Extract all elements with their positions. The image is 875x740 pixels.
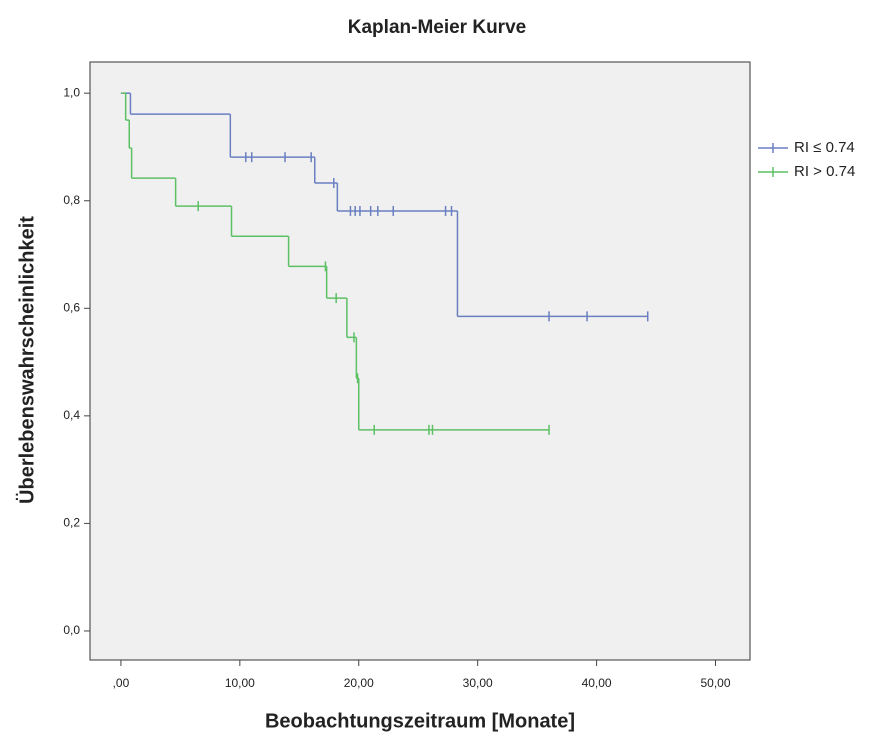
- y-tick-label: 0,8: [63, 193, 80, 207]
- y-tick-label: 0,0: [63, 623, 80, 637]
- x-tick-label: 30,00: [463, 676, 493, 690]
- x-tick-label: ,00: [113, 676, 130, 690]
- x-tick-label: 50,00: [700, 676, 730, 690]
- x-axis-label: Beobachtungszeitraum [Monate]: [265, 710, 575, 732]
- x-tick-label: 10,00: [225, 676, 255, 690]
- x-tick-label: 40,00: [582, 676, 612, 690]
- y-tick-label: 0,6: [63, 300, 80, 314]
- y-tick-label: 0,4: [63, 408, 80, 422]
- plot-area: [89, 61, 751, 661]
- legend-label: RI ≤ 0.74: [794, 139, 855, 156]
- legend-label: RI > 0.74: [794, 163, 855, 180]
- y-tick-label: 0,2: [63, 516, 80, 530]
- y-tick-label: 1,0: [63, 85, 80, 99]
- chart-title: Kaplan-Meier Kurve: [348, 17, 526, 38]
- y-axis-label: Überlebenswahrscheinlichkeit: [15, 216, 38, 504]
- x-tick-label: 20,00: [344, 676, 374, 690]
